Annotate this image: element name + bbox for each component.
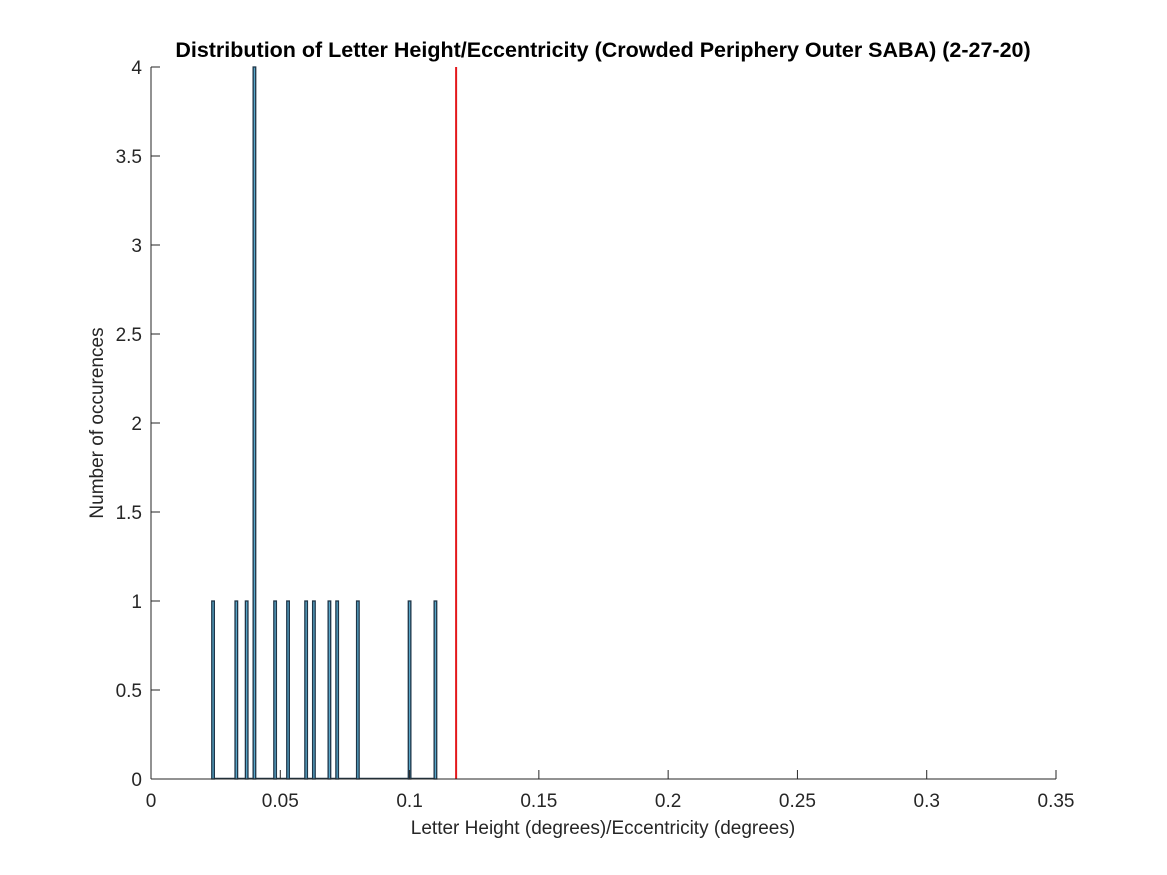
chart-title: Distribution of Letter Height/Eccentrici…: [175, 38, 1030, 62]
y-tick-label: 4: [131, 58, 142, 79]
histogram-bar: [273, 600, 278, 780]
y-tick-label: 1.5: [116, 503, 142, 524]
x-tick-label: 0.2: [655, 791, 681, 812]
x-tick-label: 0: [146, 791, 157, 812]
y-tick-label: 2: [131, 414, 142, 435]
histogram-bar: [244, 600, 249, 780]
y-axis-label: Number of occurences: [87, 327, 108, 518]
x-axis-label: Letter Height (degrees)/Eccentricity (de…: [411, 818, 795, 839]
histogram-bar: [234, 600, 239, 780]
histogram-bar: [311, 600, 316, 780]
histogram-bar: [433, 600, 438, 780]
histogram-bar: [304, 600, 309, 780]
x-tick-label: 0.25: [779, 791, 816, 812]
x-tick-label: 0.05: [262, 791, 299, 812]
x-tick-label: 0.1: [396, 791, 422, 812]
plot-area: 0 0.05 0.1 0.15 0.2 0.25 0.3 0.35 0 0.5 1 1.5 2 2.5 3 3…: [116, 58, 1075, 812]
histogram-bar: [327, 600, 332, 780]
y-tick-label: 0: [131, 770, 142, 791]
y-tick-label: 1: [131, 592, 142, 613]
x-tick-label: 0.3: [914, 791, 940, 812]
histogram-bar: [252, 66, 257, 780]
y-tick-label: 2.5: [116, 325, 142, 346]
histogram-bar: [286, 600, 290, 780]
x-tick-label: 0.15: [520, 791, 557, 812]
histogram-bar: [211, 600, 215, 780]
histogram-bar: [407, 600, 412, 780]
histogram-bar: [335, 600, 340, 780]
histogram-bar: [355, 600, 360, 780]
y-tick-label: 0.5: [116, 681, 142, 702]
y-tick-label: 3: [131, 236, 142, 257]
x-tick-label: 0.35: [1038, 791, 1075, 812]
y-tick-label: 3.5: [116, 147, 142, 168]
